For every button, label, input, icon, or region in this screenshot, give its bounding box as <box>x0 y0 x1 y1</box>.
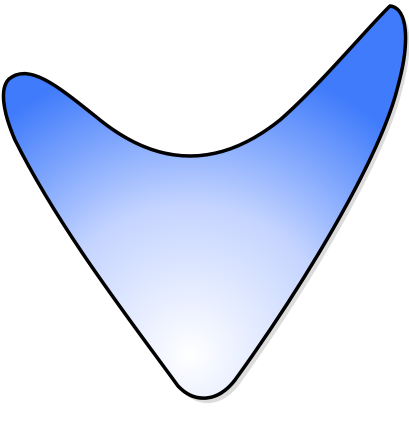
boomerang-shape <box>1 4 408 400</box>
